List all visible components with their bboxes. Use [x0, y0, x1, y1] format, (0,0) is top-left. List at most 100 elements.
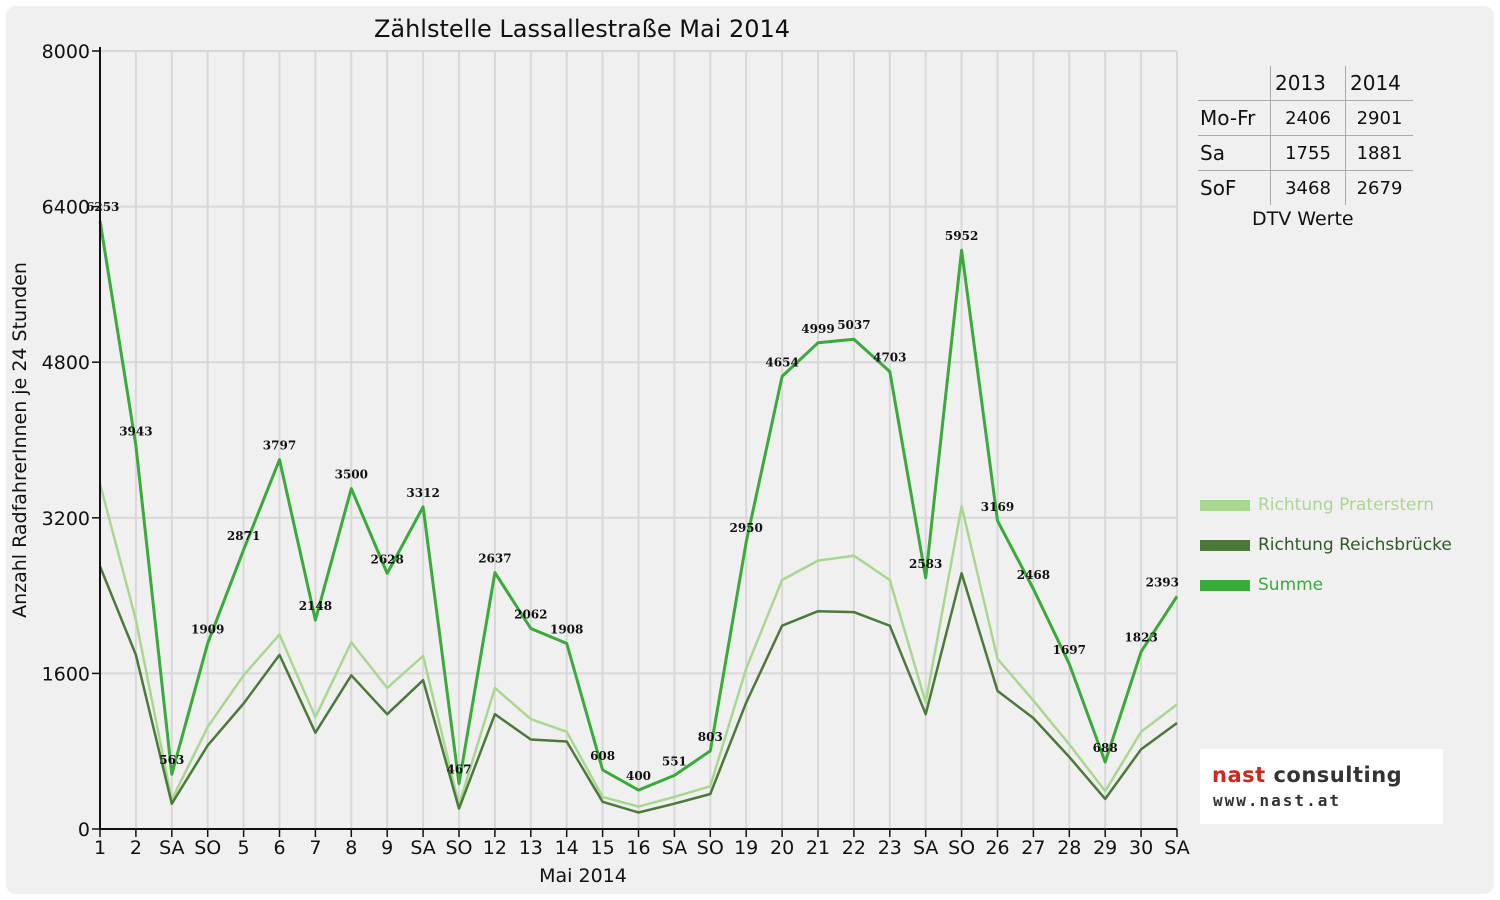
data-label: 3500 — [335, 468, 368, 482]
data-label: 803 — [698, 730, 723, 744]
x-tick-label: 19 — [734, 837, 758, 859]
x-tick-label: 28 — [1057, 837, 1081, 859]
logo-url: www.nast.at — [1213, 791, 1341, 810]
dtv-col-2014: 2014 — [1345, 66, 1413, 101]
logo-wordmark: nast consulting — [1212, 763, 1402, 787]
dtv-row: SoF 3468 2679 — [1198, 170, 1413, 205]
data-label: 563 — [159, 753, 184, 767]
data-label: 1823 — [1124, 631, 1157, 645]
dtv-value: 1755 — [1270, 135, 1346, 171]
dtv-header-row: 2013 2014 — [1198, 66, 1413, 101]
x-tick-label: 12 — [483, 837, 507, 859]
data-label: 1697 — [1053, 643, 1086, 657]
data-label: 551 — [662, 754, 687, 768]
x-tick-label: 9 — [381, 837, 393, 859]
logo-name-dark: consulting — [1265, 763, 1403, 787]
dtv-row-label: Mo-Fr — [1198, 100, 1271, 136]
x-tick-label: SA — [913, 837, 938, 859]
data-label: 4703 — [873, 351, 906, 365]
legend-label: Richtung Praterstern — [1258, 495, 1434, 515]
legend-swatch-praterstern — [1200, 499, 1250, 511]
x-tick-label: SO — [948, 837, 975, 859]
x-tick-label: SA — [410, 837, 435, 859]
legend-swatch-reichsbruecke — [1200, 539, 1250, 551]
x-tick-label: SO — [697, 837, 724, 859]
data-label: 4999 — [801, 322, 834, 336]
x-tick-label: SA — [159, 837, 184, 859]
data-label: 608 — [590, 749, 615, 763]
x-tick-label: 21 — [806, 837, 830, 859]
x-tick-label: SA — [1164, 837, 1189, 859]
dtv-row-label: Sa — [1198, 135, 1271, 171]
dtv-table: 2013 2014 Mo-Fr 2406 2901 Sa 1755 1881 S… — [1198, 66, 1413, 205]
legend-label: Summe — [1258, 575, 1324, 595]
data-label: 467 — [446, 763, 471, 777]
data-label: 2583 — [909, 557, 942, 571]
y-tick-label: 0 — [78, 819, 90, 841]
x-tick-label: 15 — [591, 837, 615, 859]
dtv-row: Sa 1755 1881 — [1198, 135, 1413, 171]
x-tick-label: 8 — [345, 837, 357, 859]
data-label: 2468 — [1017, 568, 1050, 582]
y-tick-label: 6400 — [42, 197, 90, 219]
y-axis-label: Anzahl RadfahrerInnen je 24 Stunden — [9, 262, 31, 618]
y-tick-label: 8000 — [42, 41, 90, 63]
data-label: 1908 — [550, 622, 583, 636]
data-label: 1909 — [191, 622, 224, 636]
series-line-2 — [98, 565, 1178, 814]
y-tick-label: 4800 — [42, 352, 90, 374]
data-label: 2628 — [370, 552, 403, 566]
x-tick-label: 22 — [842, 837, 866, 859]
data-labels: 6253 3943 563 1909 2871 3797 2148 3500 2628 3312 4… — [86, 200, 1179, 783]
data-label: 5952 — [945, 229, 978, 243]
dtv-row-label: SoF — [1198, 170, 1271, 205]
data-label: 688 — [1093, 741, 1118, 755]
dtv-corner — [1198, 66, 1271, 101]
data-label: 2950 — [729, 521, 762, 535]
x-tick-label: 27 — [1021, 837, 1045, 859]
dtv-value: 3468 — [1270, 170, 1346, 205]
data-label: 2393 — [1146, 575, 1179, 589]
data-label: 2148 — [299, 599, 332, 613]
x-tick-label: 5 — [238, 837, 250, 859]
x-tick-label: 30 — [1129, 837, 1153, 859]
x-tick-label: 1 — [94, 837, 106, 859]
dtv-value: 1881 — [1345, 135, 1413, 171]
x-tick-label: 29 — [1093, 837, 1117, 859]
x-tick-label: 23 — [878, 837, 902, 859]
dtv-value: 2679 — [1345, 170, 1413, 205]
y-tick-label: 3200 — [42, 508, 90, 530]
dtv-caption: DTV Werte — [1252, 208, 1354, 230]
data-label: 6253 — [86, 200, 119, 214]
data-label: 5037 — [837, 318, 870, 332]
x-axis-label: Mai 2014 — [539, 865, 627, 887]
series-layer — [98, 220, 1179, 814]
x-tick-label: 6 — [273, 837, 285, 859]
x-tick-label: 14 — [555, 837, 579, 859]
x-tick-label: SO — [194, 837, 221, 859]
x-tick-label: 26 — [985, 837, 1009, 859]
data-label: 3943 — [119, 425, 152, 439]
data-label: 400 — [626, 769, 651, 783]
legend-item-summe: Summe — [1200, 573, 1323, 597]
x-tick-label: SO — [445, 837, 472, 859]
dtv-row: Mo-Fr 2406 2901 — [1198, 100, 1413, 136]
dtv-value: 2901 — [1345, 100, 1413, 136]
x-tick-label: 16 — [626, 837, 650, 859]
legend-item-reichsbruecke: Richtung Reichsbrücke — [1200, 533, 1452, 557]
data-label: 2871 — [227, 529, 260, 543]
dtv-col-2013: 2013 — [1270, 66, 1346, 101]
data-label: 4654 — [765, 355, 798, 369]
legend-item-praterstern: Richtung Praterstern — [1200, 493, 1434, 517]
legend-label: Richtung Reichsbrücke — [1258, 535, 1452, 555]
data-label: 3312 — [406, 486, 439, 500]
grid — [99, 50, 1178, 830]
x-tick-label: SA — [662, 837, 687, 859]
series-line-1 — [98, 483, 1178, 808]
y-tick-label: 1600 — [42, 663, 90, 685]
data-label: 2062 — [514, 607, 547, 621]
company-logo: nast consulting www.nast.at — [1200, 749, 1443, 824]
chart-title: Zählstelle Lassallestraße Mai 2014 — [374, 15, 790, 43]
